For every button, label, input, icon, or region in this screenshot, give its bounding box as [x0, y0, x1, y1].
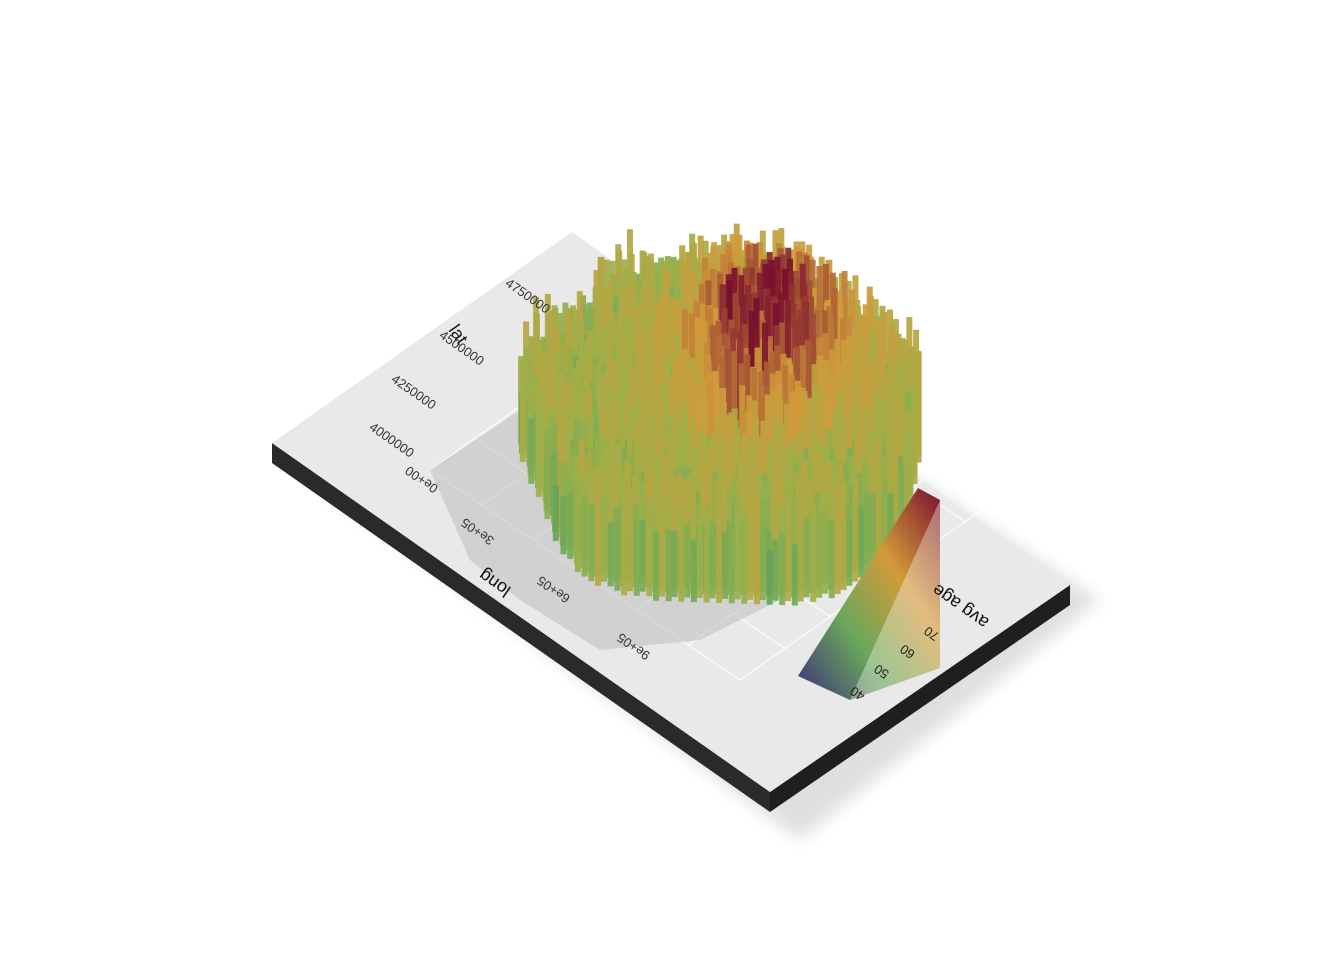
heat-bar [903, 435, 910, 528]
heat-bar [875, 461, 882, 566]
heat-bar [665, 530, 672, 602]
heat-bar [696, 504, 703, 598]
heat-bar [892, 437, 899, 545]
legend-tick-label: 50 [871, 661, 891, 682]
heat-bar [519, 360, 526, 462]
legend-tick-label: 60 [897, 641, 917, 662]
legend-tick-label: 40 [847, 683, 867, 704]
heat-bar [595, 475, 602, 586]
legend-colorbar [798, 488, 940, 700]
heat-bar [797, 501, 804, 602]
heat-bar [684, 524, 691, 598]
heat-bar [560, 496, 567, 555]
heat-bar [581, 497, 588, 577]
heat-bar [858, 515, 865, 578]
heat-bar [840, 482, 847, 590]
heat-bar [588, 504, 595, 582]
heat-bar [834, 484, 841, 595]
heat-bar [828, 521, 835, 599]
heat-bar [690, 539, 697, 603]
heat-bar [766, 550, 773, 605]
legend-tick-label: 70 [921, 623, 941, 644]
heat-bar [747, 489, 754, 600]
heat-bar [607, 522, 614, 587]
extruded-heat-bars [518, 223, 922, 606]
heat-bar [791, 544, 798, 606]
heat-bar [722, 531, 728, 599]
heat-bar [528, 418, 535, 484]
heat-bar [852, 477, 859, 582]
heat-bar [887, 492, 894, 557]
heat-bar [728, 527, 735, 604]
heat-bar [772, 540, 779, 601]
heat-bar [898, 466, 905, 540]
heat-bar [653, 531, 660, 601]
heat-bar [646, 500, 653, 597]
heat-bar [639, 524, 646, 592]
heat-bar [759, 522, 766, 601]
heat-bar [567, 492, 574, 559]
heat-bar [785, 497, 792, 601]
heat-bar [803, 517, 810, 598]
heat-bar [671, 530, 678, 598]
legend-colorbar-face [850, 500, 940, 700]
heat-bar [544, 439, 551, 520]
heat-bar [810, 506, 817, 602]
heat-bar [753, 493, 760, 605]
heat-bar [614, 521, 621, 591]
heat-bar [709, 522, 716, 599]
heat-bar [907, 409, 914, 506]
heat-bar [621, 492, 628, 596]
heat-bar [678, 507, 685, 602]
heat-bar [633, 521, 640, 596]
heat-bar [816, 512, 823, 598]
base-side-left [272, 443, 770, 812]
heat-bar [574, 484, 581, 573]
heat-bar [915, 351, 922, 463]
heat-bar [703, 509, 710, 603]
heat-bar [846, 516, 853, 586]
heat-bar [741, 515, 748, 604]
heat-bar [716, 500, 723, 603]
heat-bar [627, 489, 633, 592]
heat-bar [911, 384, 918, 485]
heat-bar [535, 406, 542, 498]
base-side-right [770, 585, 1070, 812]
heat-bar [863, 498, 870, 574]
heat-bar [822, 508, 828, 594]
heat-bar [869, 493, 876, 570]
heat-bar [600, 493, 607, 582]
heat-bar [552, 485, 559, 541]
heat-bar [881, 477, 888, 561]
heat-bar [779, 531, 786, 606]
heat-bar [658, 490, 665, 597]
heat-bar [734, 507, 741, 600]
heat-bar [771, 483, 778, 592]
